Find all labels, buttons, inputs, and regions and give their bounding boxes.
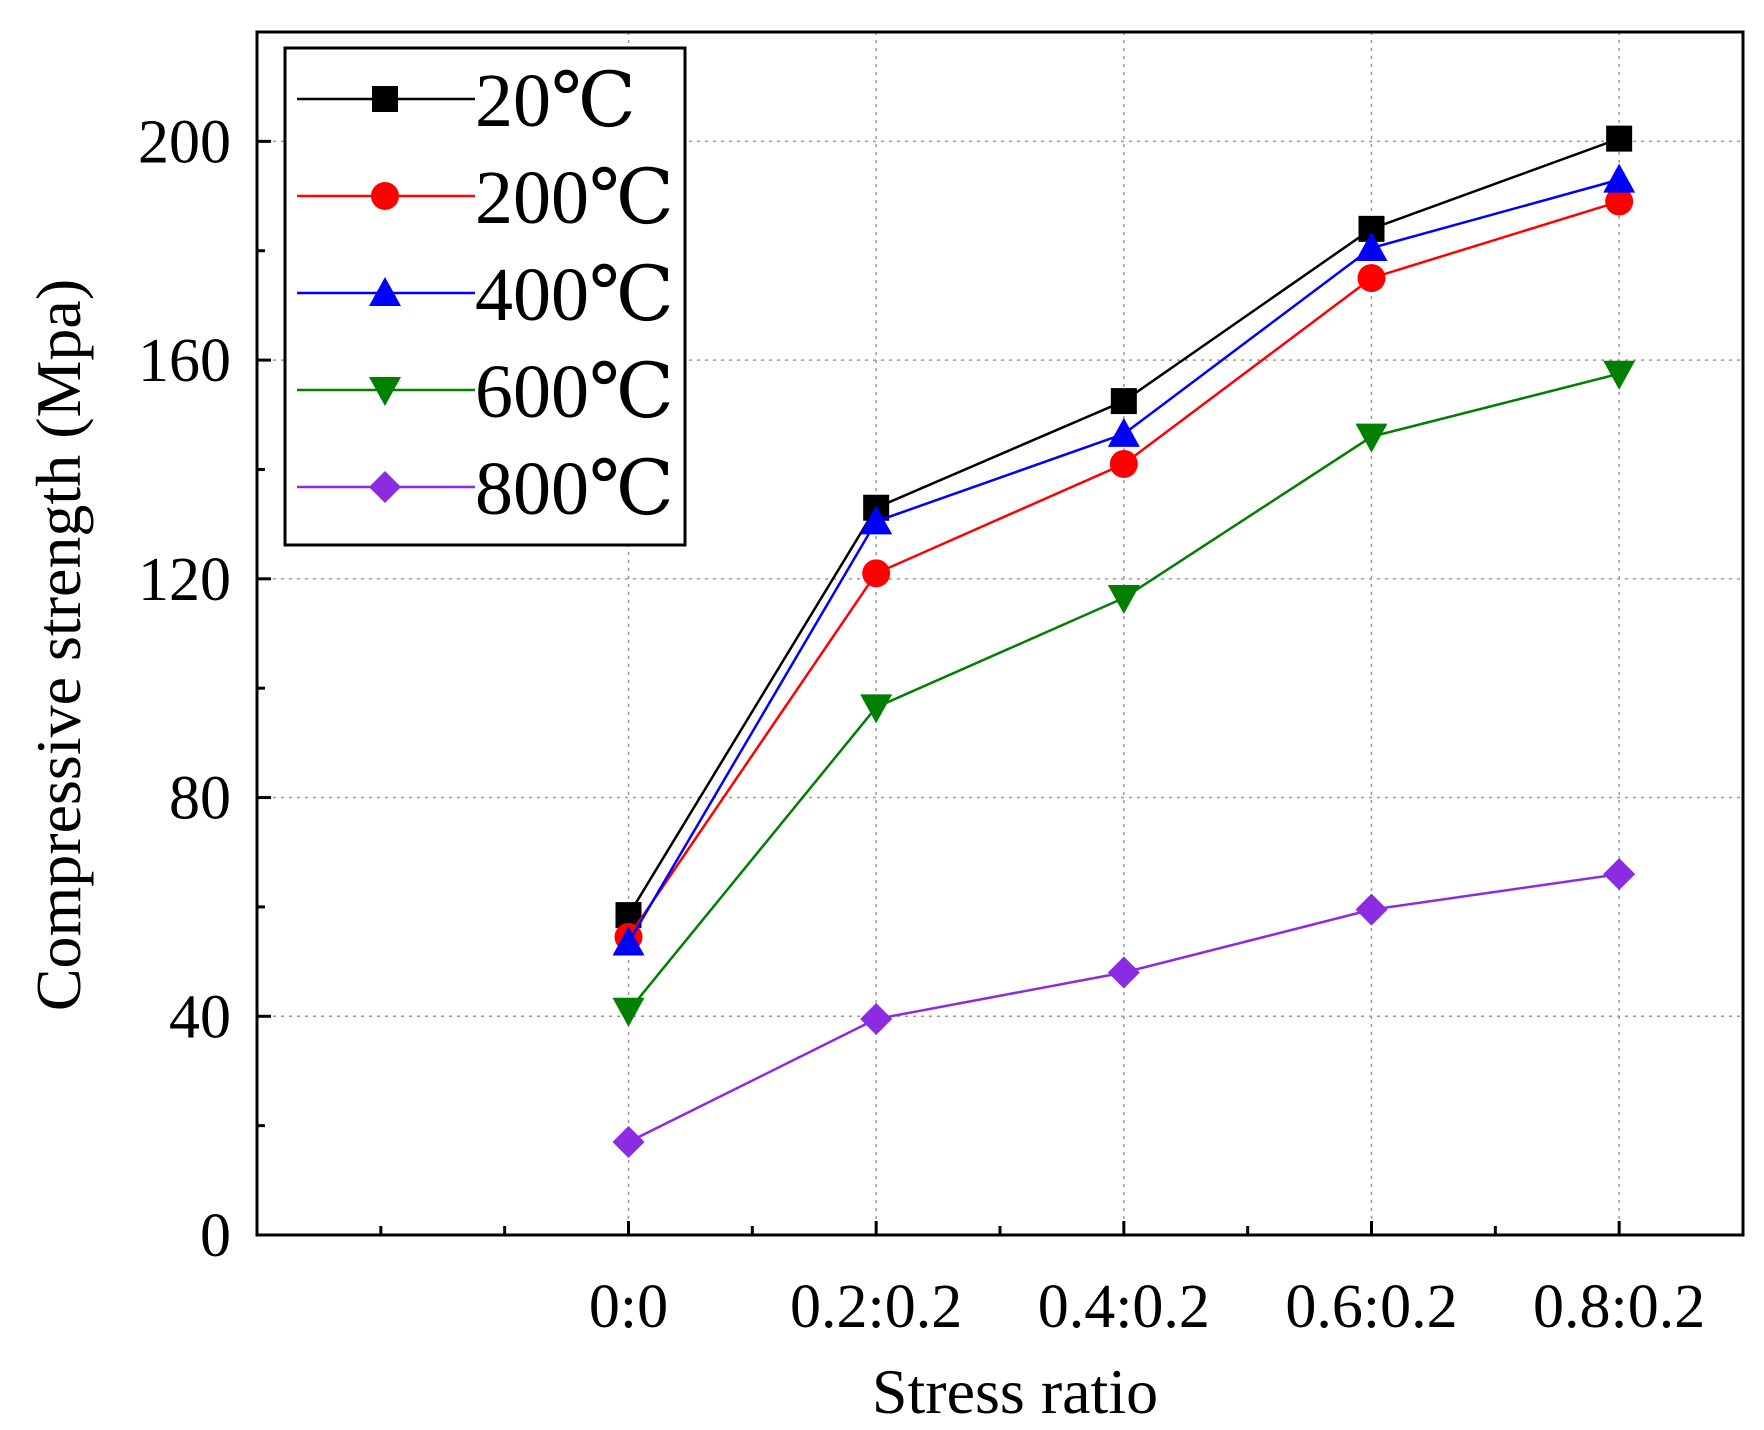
legend-marker [371,182,399,210]
series-lines [612,125,1636,1159]
y-axis-title: Compressive strength (Mpa) [23,279,94,1011]
y-tick-label: 0 [200,1202,231,1270]
x-tick-label: 0:0 [589,1273,668,1341]
x-tick-label: 0.4:0.2 [1038,1273,1210,1341]
x-tick-label: 0.8:0.2 [1533,1273,1705,1341]
data-point [1110,388,1137,415]
series-2 [612,163,1636,956]
legend-marker [369,377,401,406]
data-point [1107,417,1140,447]
data-point [1107,584,1140,614]
y-tick-label: 120 [138,546,231,614]
legend-label: 600℃ [475,350,674,434]
data-point [860,505,893,535]
data-point [1603,360,1636,390]
legend-label: 20℃ [475,59,636,143]
data-point [1605,187,1634,216]
series-3 [612,360,1636,1027]
y-tick-label: 80 [169,765,231,833]
data-point [1603,163,1636,193]
y-tick-label: 40 [169,983,231,1051]
series-line [627,137,1620,916]
data-point [1355,893,1388,926]
data-point [1603,858,1636,891]
legend: 20℃ 200℃ 400℃ 600℃ 800℃ [283,46,687,547]
legend-box [283,46,687,547]
legend-label: 400℃ [475,253,674,337]
legend-marker [372,86,398,112]
data-point [1107,956,1140,989]
axes: 0 40 80 120 160 200 0:0 0.2:0.2 0.4:0.2 0.6:0.2 0.… [138,30,1745,1341]
data-point [1606,125,1633,152]
y-tick-label: 160 [138,327,231,395]
x-tick-label: 0.6:0.2 [1285,1273,1457,1341]
data-point [612,926,645,956]
legend-marker [369,471,401,503]
data-point [1355,231,1388,261]
data-point [860,694,893,724]
legend-marker [369,277,401,306]
series-4 [612,858,1636,1159]
x-tick-label: 0.2:0.2 [790,1273,962,1341]
legend-label: 800℃ [475,447,674,531]
legend-label: 200℃ [475,156,674,240]
y-tick-label: 200 [138,108,231,176]
data-point [860,1003,893,1036]
x-axis-title: Stress ratio [872,1356,1158,1427]
data-point [1355,423,1388,453]
data-point [612,1126,645,1159]
data-point [612,997,645,1027]
data-point [1357,264,1386,293]
data-point [1109,449,1138,478]
series-0 [615,125,1633,929]
data-point [862,559,891,588]
